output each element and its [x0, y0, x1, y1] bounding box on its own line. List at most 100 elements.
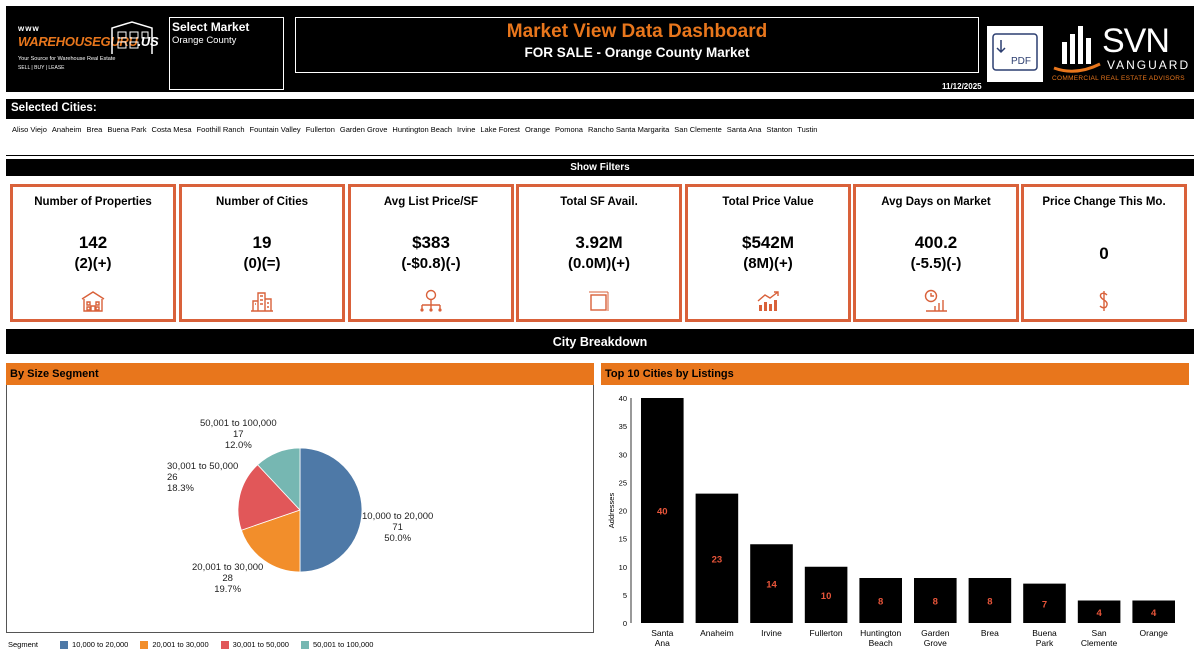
bar-9[interactable] — [1132, 600, 1175, 624]
y-tick-label: 0 — [623, 619, 627, 628]
pie-label-count: 28 — [222, 573, 233, 584]
selected-city-item[interactable]: San Clemente — [674, 125, 722, 134]
pie-slice-3[interactable] — [257, 447, 301, 512]
warehouseguru-logo[interactable]: www WAREHOUSEGURU.US Your Source for War… — [14, 20, 159, 80]
legend-item[interactable]: 10,000 to 20,000 — [60, 640, 128, 649]
city-skyline-icon — [251, 292, 273, 312]
legend-item[interactable]: 50,001 to 100,000 — [300, 640, 374, 649]
kpi-card-total-sf[interactable]: Total SF Avail. 3.92M (0.0M)(+) — [516, 184, 682, 322]
kpi-delta: (0)(=) — [243, 255, 281, 272]
bar-3[interactable] — [804, 566, 848, 623]
pie-label-range: 20,001 to 30,000 — [192, 562, 264, 573]
selected-city-item[interactable]: Anaheim — [51, 125, 82, 134]
building-outline-icon — [111, 21, 153, 54]
pie-label-pct: 12.0% — [224, 440, 252, 451]
kpi-card-properties[interactable]: Number of Properties 142 (2)(+) — [10, 184, 176, 322]
x-tick-label: Brea — [981, 628, 999, 638]
logo-www: www — [18, 24, 40, 33]
area-measure-icon — [589, 291, 609, 311]
pie-slice-0[interactable] — [299, 447, 363, 573]
pie-label-20k-30k: 20,001 to 30,000 28 19.7% — [192, 562, 263, 595]
kpi-card-days-on-market[interactable]: Avg Days on Market 400.2 (-5.5)(-) — [853, 184, 1019, 322]
bar-value-label: 8 — [933, 597, 938, 608]
bar-value-label: 14 — [766, 580, 777, 591]
svn-bars-icon — [1053, 26, 1101, 73]
pie-slice-2[interactable] — [237, 464, 301, 531]
selected-city-item[interactable]: Huntington Beach — [392, 125, 453, 134]
selected-city-item[interactable]: Santa Ana — [726, 125, 762, 134]
pie-label-range: 30,001 to 50,000 — [167, 461, 239, 472]
bar-value-label: 23 — [712, 554, 723, 565]
city-breakdown-header: City Breakdown — [6, 329, 1194, 354]
x-tick-label: Beach — [869, 638, 893, 648]
selected-city-item[interactable]: Foothill Ranch — [196, 125, 245, 134]
selected-city-item[interactable]: Brea — [86, 125, 103, 134]
pie-label-count: 17 — [233, 429, 244, 440]
selected-city-item[interactable]: Stanton — [766, 125, 793, 134]
bar-value-label: 8 — [878, 597, 883, 608]
selected-cities-bar: Selected Cities: — [6, 99, 1194, 119]
bar-0[interactable] — [641, 398, 684, 623]
selected-city-item[interactable]: Rancho Santa Margarita — [587, 125, 670, 134]
show-filters-button[interactable]: Show Filters — [6, 159, 1194, 176]
selected-city-item[interactable]: Garden Grove — [339, 125, 388, 134]
bar-1[interactable] — [695, 493, 739, 623]
page-title: Market View Data Dashboard — [506, 21, 768, 42]
legend-label: 50,001 to 100,000 — [312, 640, 374, 649]
selected-city-item[interactable]: Fullerton — [305, 125, 335, 134]
bar-7[interactable] — [1023, 583, 1066, 623]
pie-label-pct: 50.0% — [384, 533, 412, 544]
selected-city-item[interactable]: Orange — [525, 125, 551, 134]
bar-8[interactable] — [1077, 600, 1121, 624]
x-tick-label: Santa — [651, 628, 673, 638]
x-tick-label: Orange — [1140, 628, 1169, 638]
legend-label: 30,001 to 50,000 — [232, 640, 289, 649]
selected-city-item[interactable]: Tustin — [797, 125, 818, 134]
svn-vanguard-text: VANGUARD — [1107, 58, 1191, 72]
pdf-label: PDF — [1011, 56, 1031, 67]
selected-city-item[interactable]: Irvine — [457, 125, 476, 134]
dollar-icon — [1099, 291, 1108, 311]
logo-tagline-2: SELL | BUY | LEASE — [18, 65, 65, 71]
svn-vanguard-logo[interactable]: SVN VANGUARD COMMERCIAL REAL ESTATE ADVI… — [1050, 20, 1190, 84]
pie-label-range: 10,000 to 20,000 — [362, 511, 434, 522]
x-tick-label: Park — [1036, 638, 1054, 648]
legend-label: 20,001 to 30,000 — [152, 640, 209, 649]
header-bar: www WAREHOUSEGURU.US Your Source for War… — [6, 6, 1194, 92]
y-tick-label: 15 — [619, 535, 627, 544]
x-tick-label: Garden — [921, 628, 950, 638]
pdf-export-button[interactable]: PDF — [987, 26, 1043, 82]
bar-value-label: 8 — [987, 597, 992, 608]
x-tick-label: Irvine — [761, 628, 782, 638]
selected-city-item[interactable]: Pomona — [555, 125, 583, 134]
top-cities-title: Top 10 Cities by Listings — [601, 363, 1189, 385]
kpi-value: 400.2 — [914, 233, 958, 252]
pie-label-pct: 18.3% — [167, 483, 194, 494]
bar-value-label: 10 — [821, 591, 832, 602]
bar-value-label: 4 — [1151, 608, 1157, 619]
kpi-delta: (-$0.8)(-) — [401, 255, 461, 272]
kpi-card-cities[interactable]: Number of Cities 19 (0)(=) — [179, 184, 345, 322]
bar-6[interactable] — [968, 578, 1012, 623]
select-market-box[interactable]: Select Market Orange County — [169, 17, 284, 90]
kpi-card-price-change[interactable]: Price Change This Mo. 0 — [1021, 184, 1187, 322]
y-tick-label: 20 — [619, 507, 627, 516]
bar-4[interactable] — [859, 578, 902, 623]
legend-item[interactable]: 20,001 to 30,000 — [140, 640, 209, 649]
selected-city-item[interactable]: Buena Park — [107, 125, 147, 134]
kpi-card-avg-price-sf[interactable]: Avg List Price/SF $383 (-$0.8)(-) — [348, 184, 514, 322]
selected-city-item[interactable]: Aliso Viejo — [12, 125, 47, 134]
selected-city-item[interactable]: Fountain Valley — [249, 125, 301, 134]
logo-name-a: WAREHOUSEGURU — [18, 34, 138, 49]
bar-2[interactable] — [750, 544, 793, 623]
legend-item[interactable]: 30,001 to 50,000 — [220, 640, 289, 649]
kpi-card-total-price[interactable]: Total Price Value $542M (8M)(+) — [685, 184, 851, 322]
bar-5[interactable] — [914, 578, 957, 623]
selected-city-item[interactable]: Lake Forest — [480, 125, 520, 134]
price-network-icon — [420, 289, 442, 312]
selected-city-item[interactable]: Costa Mesa — [151, 125, 192, 134]
legend-title: Segment — [8, 640, 39, 649]
select-market-value[interactable]: Orange County — [172, 35, 237, 46]
kpi-delta: (0.0M)(+) — [567, 255, 631, 272]
